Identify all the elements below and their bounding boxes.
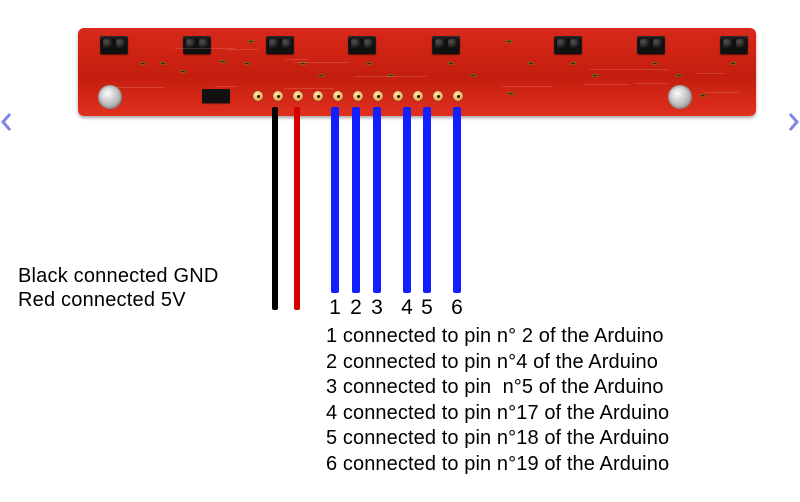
pin-number-3: 3: [367, 296, 387, 320]
wire-5v-red: [294, 107, 300, 310]
wire-signal-2: [352, 107, 360, 293]
black-wire-label: Black connected GND: [18, 265, 219, 289]
smd-component: [244, 62, 250, 65]
mounting-hole: [98, 85, 122, 109]
ir-sensor: [100, 36, 128, 54]
red-wire-label: Red connected 5V: [18, 289, 219, 313]
pin-number-2: 2: [346, 296, 366, 320]
header-pad: [313, 91, 323, 101]
sensor-array-pcb: [78, 28, 756, 116]
wire-signal-1: [331, 107, 339, 293]
wire-signal-6: [453, 107, 461, 293]
pin-number-1: 1: [325, 296, 345, 320]
ir-sensor: [432, 36, 460, 54]
ir-sensor: [183, 36, 211, 54]
wire-signal-5: [423, 107, 431, 293]
mounting-hole: [668, 85, 692, 109]
wire-signal-3: [373, 107, 381, 293]
smd-component: [448, 62, 454, 65]
ir-sensor: [266, 36, 294, 54]
wire-gnd-black: [272, 107, 278, 310]
ir-sensor: [348, 36, 376, 54]
smd-component: [528, 62, 534, 65]
smd-component: [470, 74, 476, 77]
smd-component: [366, 62, 372, 65]
header-pad: [373, 91, 383, 101]
smd-component: [160, 62, 166, 65]
regulator-ic: [202, 89, 230, 103]
header-pad: [433, 91, 443, 101]
smd-component: [570, 62, 576, 65]
ir-sensor: [720, 36, 748, 54]
ir-sensor: [554, 36, 582, 54]
header-pad: [273, 91, 283, 101]
smd-component: [676, 74, 682, 77]
pin-mapping-list: 1 connected to pin n° 2 of the Arduino 2…: [326, 324, 669, 478]
smd-component: [652, 62, 658, 65]
header-pad: [353, 91, 363, 101]
smd-component: [730, 62, 736, 65]
smd-component: [592, 74, 598, 77]
pin-number-6: 6: [447, 296, 467, 320]
smd-component: [248, 40, 254, 43]
header-pad: [413, 91, 423, 101]
header-pad: [453, 91, 463, 101]
smd-component: [180, 70, 186, 73]
smd-component: [700, 94, 706, 97]
smd-component: [140, 62, 146, 65]
power-wire-labels: Black connected GND Red connected 5V: [18, 265, 219, 312]
smd-component: [220, 60, 226, 63]
pin-number-4: 4: [397, 296, 417, 320]
carousel-prev-icon[interactable]: [0, 112, 12, 132]
header-pad: [393, 91, 403, 101]
carousel-next-icon[interactable]: [788, 112, 800, 132]
wire-signal-4: [403, 107, 411, 293]
smd-component: [506, 40, 512, 43]
pin-number-5: 5: [417, 296, 437, 320]
smd-component: [508, 92, 514, 95]
header-pad: [333, 91, 343, 101]
ir-sensor: [637, 36, 665, 54]
header-pad: [253, 91, 263, 101]
smd-component: [318, 74, 324, 77]
header-pad: [293, 91, 303, 101]
